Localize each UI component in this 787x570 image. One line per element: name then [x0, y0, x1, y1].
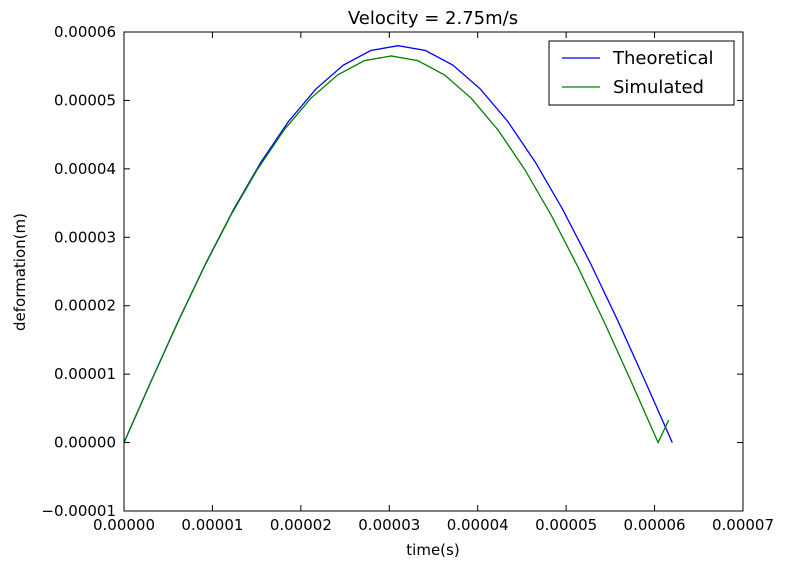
chart-title: Velocity = 2.75m/s [348, 8, 518, 29]
legend-box [548, 40, 735, 106]
x-tick-label: 0.00007 [712, 516, 774, 534]
legend-label-theoretical: Theoretical [612, 48, 714, 69]
x-tick-label: 0.00003 [358, 516, 420, 534]
x-tick-label: 0.00005 [535, 516, 597, 534]
y-tick-label: 0.00005 [54, 91, 116, 109]
plot-frame [123, 31, 744, 512]
y-tick-label: 0.00000 [54, 434, 116, 452]
series-lines [124, 45, 673, 445]
y-axis-label: deformation(m) [11, 213, 29, 331]
legend-label-simulated: Simulated [613, 77, 704, 98]
y-tick-label: 0.00006 [54, 23, 116, 41]
y-axis: −0.00001 0.00000 0.00001 0.00002 0.00003 0.00… [41, 23, 743, 520]
y-tick-label: 0.00004 [54, 160, 116, 178]
legend: Theoretical Simulated [548, 40, 735, 106]
x-tick-label: 0.00004 [447, 516, 509, 534]
x-tick-label: 0.00006 [624, 516, 686, 534]
y-tick-label: −0.00001 [41, 502, 116, 520]
x-axis-label: time(s) [406, 541, 459, 559]
x-tick-label: 0.00001 [181, 516, 243, 534]
x-axis: 0.00000 0.00001 0.00002 0.00003 0.00004 0.000… [93, 32, 774, 534]
y-tick-label: 0.00003 [54, 228, 116, 246]
y-tick-label: 0.00001 [54, 365, 116, 383]
x-tick-label: 0.00000 [93, 516, 155, 534]
y-tick-label: 0.00002 [54, 297, 116, 315]
plot-area [123, 31, 744, 512]
series-line-simulated [124, 55, 670, 445]
x-tick-label: 0.00002 [270, 516, 332, 534]
